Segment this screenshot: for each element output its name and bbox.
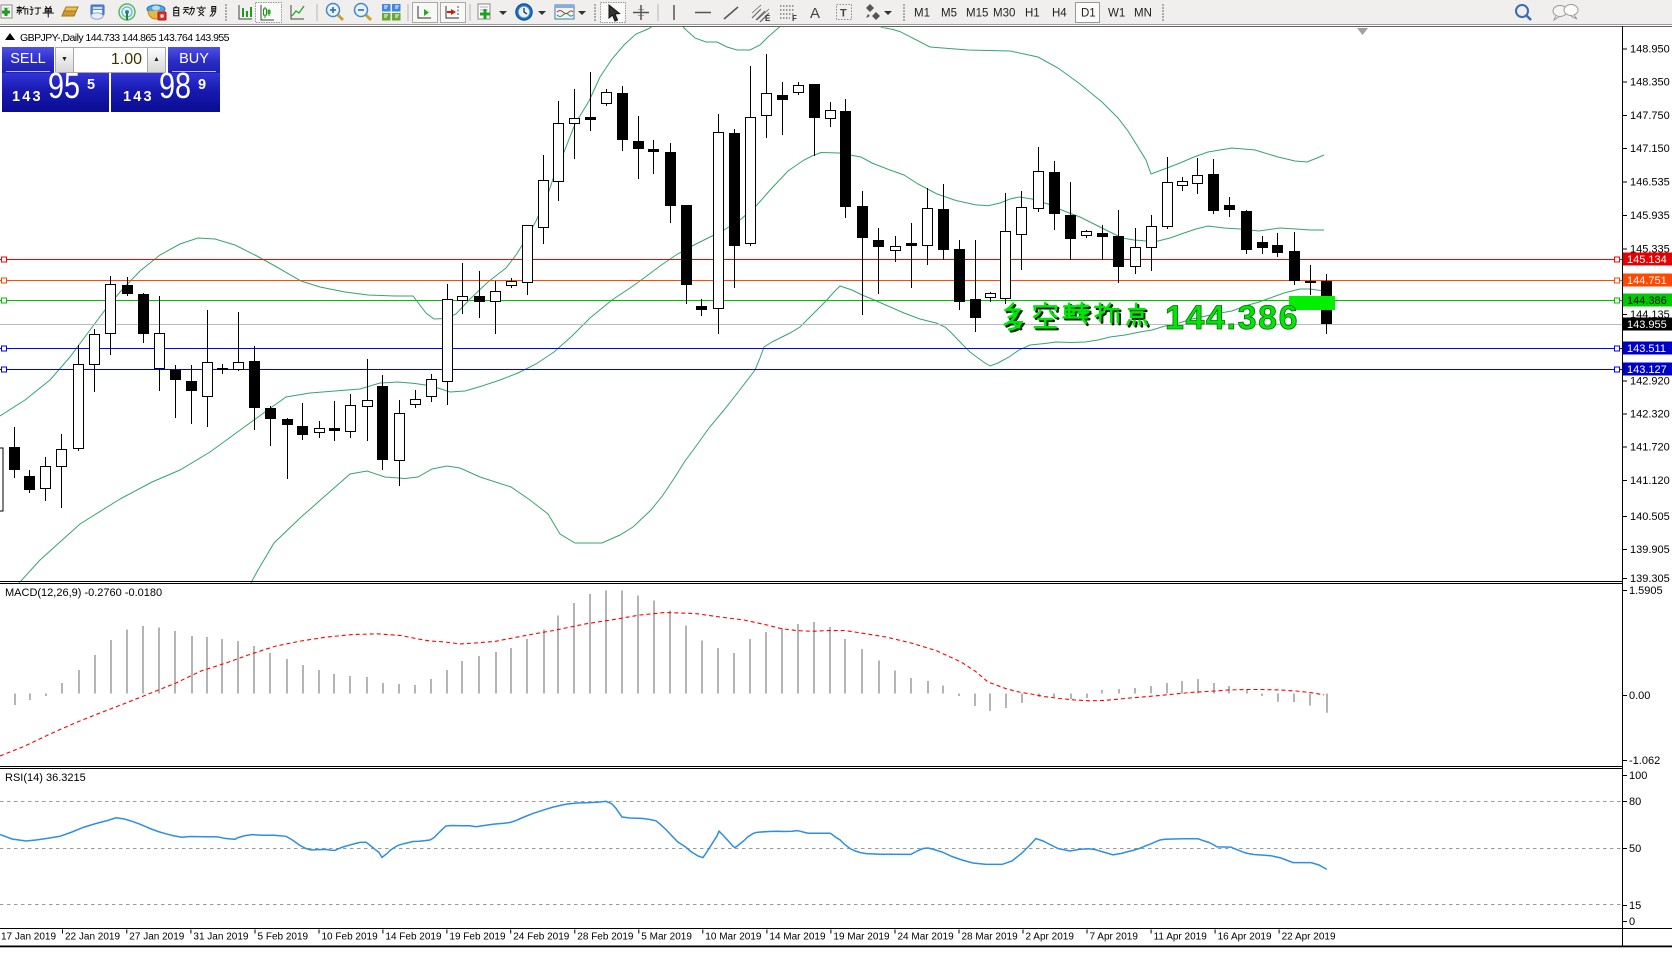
svg-text:143.955: 143.955 xyxy=(1627,319,1667,331)
svg-text:19 Feb 2019: 19 Feb 2019 xyxy=(449,932,506,943)
svg-text:2 Apr 2019: 2 Apr 2019 xyxy=(1026,932,1075,943)
svg-text:148.950: 148.950 xyxy=(1630,44,1670,56)
svg-text:MN: MN xyxy=(1134,8,1152,20)
svg-text:147.750: 147.750 xyxy=(1630,110,1670,122)
svg-text:T: T xyxy=(840,8,847,20)
svg-text:50: 50 xyxy=(1629,843,1641,855)
svg-text:28 Feb 2019: 28 Feb 2019 xyxy=(577,932,634,943)
svg-text:A: A xyxy=(810,5,820,22)
svg-text:148.350: 148.350 xyxy=(1630,77,1670,89)
svg-text:145.935: 145.935 xyxy=(1630,210,1670,222)
svg-text:141.120: 141.120 xyxy=(1630,475,1670,487)
svg-text:5 Feb 2019: 5 Feb 2019 xyxy=(258,932,309,943)
svg-text:1.5905: 1.5905 xyxy=(1629,585,1663,597)
svg-text:24 Mar 2019: 24 Mar 2019 xyxy=(898,932,955,943)
svg-text:100: 100 xyxy=(1629,770,1647,782)
svg-text:M15: M15 xyxy=(966,8,988,20)
svg-text:22 Apr 2019: 22 Apr 2019 xyxy=(1282,932,1336,943)
svg-text:147.150: 147.150 xyxy=(1630,143,1670,155)
svg-text:139.905: 139.905 xyxy=(1630,544,1670,556)
svg-text:M5: M5 xyxy=(941,8,957,20)
svg-text:H1: H1 xyxy=(1025,8,1040,20)
svg-text:-1.062: -1.062 xyxy=(1629,755,1660,767)
svg-text:GBPJPY-,Daily 144.733 144.865: GBPJPY-,Daily 144.733 144.865 143.764 14… xyxy=(20,32,230,44)
svg-text:W1: W1 xyxy=(1108,8,1125,20)
svg-text:14 Mar 2019: 14 Mar 2019 xyxy=(769,932,826,943)
svg-text:142.920: 142.920 xyxy=(1630,376,1670,388)
svg-text:142.320: 142.320 xyxy=(1630,409,1670,421)
svg-text:16 Apr 2019: 16 Apr 2019 xyxy=(1218,932,1272,943)
svg-text:145.134: 145.134 xyxy=(1627,254,1667,266)
svg-text:0.00: 0.00 xyxy=(1629,690,1650,702)
svg-text:141.720: 141.720 xyxy=(1630,442,1670,454)
svg-text:11 Apr 2019: 11 Apr 2019 xyxy=(1154,932,1208,943)
svg-text:17 Jan 2019: 17 Jan 2019 xyxy=(1,932,56,943)
svg-text:14 Feb 2019: 14 Feb 2019 xyxy=(385,932,442,943)
svg-text:146.535: 146.535 xyxy=(1630,177,1670,189)
svg-text:22 Jan 2019: 22 Jan 2019 xyxy=(65,932,120,943)
svg-text:31 Jan 2019: 31 Jan 2019 xyxy=(193,932,248,943)
svg-text:27 Jan 2019: 27 Jan 2019 xyxy=(129,932,184,943)
svg-text:F: F xyxy=(792,14,797,23)
svg-text:80: 80 xyxy=(1629,796,1641,808)
svg-text:10 Mar 2019: 10 Mar 2019 xyxy=(705,932,762,943)
svg-text:D1: D1 xyxy=(1081,8,1096,20)
svg-text:MACD(12,26,9) -0.2760 -0.0180: MACD(12,26,9) -0.2760 -0.0180 xyxy=(5,587,162,599)
svg-text:H4: H4 xyxy=(1052,8,1067,20)
svg-text:5 Mar 2019: 5 Mar 2019 xyxy=(641,932,692,943)
svg-text:139.305: 139.305 xyxy=(1630,573,1670,585)
svg-text:15: 15 xyxy=(1629,900,1641,912)
svg-text:144.751: 144.751 xyxy=(1627,275,1667,287)
svg-text:143.127: 143.127 xyxy=(1627,364,1667,376)
svg-text:M1: M1 xyxy=(914,8,930,20)
svg-text:144.386: 144.386 xyxy=(1165,299,1299,337)
svg-text:0: 0 xyxy=(1629,916,1635,928)
svg-text:24 Feb 2019: 24 Feb 2019 xyxy=(513,932,570,943)
svg-text:19 Mar 2019: 19 Mar 2019 xyxy=(833,932,890,943)
svg-text:7 Apr 2019: 7 Apr 2019 xyxy=(1090,932,1139,943)
svg-text:143.511: 143.511 xyxy=(1627,343,1666,355)
svg-text:M30: M30 xyxy=(993,8,1015,20)
svg-text:E: E xyxy=(765,14,771,23)
svg-text:RSI(14) 36.3215: RSI(14) 36.3215 xyxy=(5,772,86,784)
svg-text:140.505: 140.505 xyxy=(1630,511,1670,523)
svg-text:28 Mar 2019: 28 Mar 2019 xyxy=(962,932,1019,943)
svg-text:10 Feb 2019: 10 Feb 2019 xyxy=(322,932,379,943)
svg-text:144.386: 144.386 xyxy=(1627,295,1667,307)
